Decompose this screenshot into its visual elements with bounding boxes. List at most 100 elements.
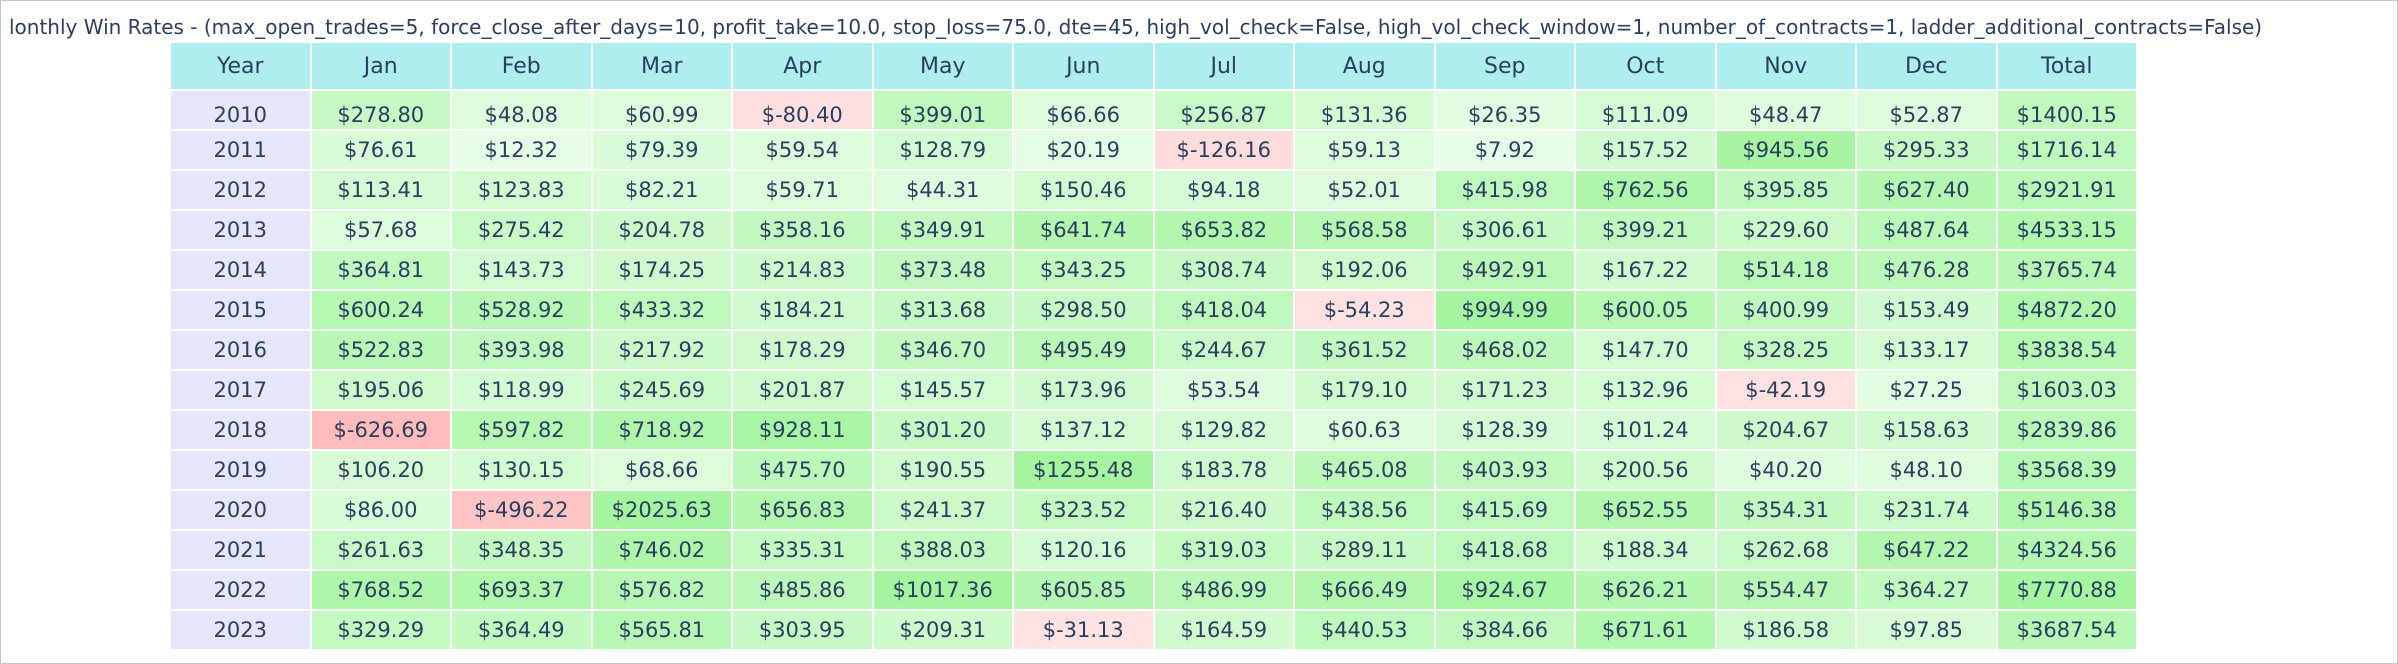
total-cell: $1603.03 <box>1997 371 2138 411</box>
value-cell: $209.31 <box>873 611 1014 651</box>
column-header-year: Year <box>171 43 312 91</box>
value-cell: $415.69 <box>1435 491 1576 531</box>
value-cell: $275.42 <box>452 211 593 251</box>
value-cell: $626.21 <box>1576 571 1717 611</box>
year-label: 2018 <box>171 411 312 451</box>
value-cell: $400.99 <box>1716 291 1857 331</box>
value-cell: $485.86 <box>733 571 874 611</box>
value-cell: $-80.40 <box>733 91 874 131</box>
value-cell: $178.29 <box>733 331 874 371</box>
value-cell: $188.34 <box>1576 531 1717 571</box>
value-cell: $364.81 <box>311 251 452 291</box>
value-cell: $131.36 <box>1295 91 1436 131</box>
value-cell: $2025.63 <box>592 491 733 531</box>
value-cell: $184.21 <box>733 291 874 331</box>
value-cell: $68.66 <box>592 451 733 491</box>
value-cell: $79.39 <box>592 131 733 171</box>
value-cell: $44.31 <box>873 171 1014 211</box>
value-cell: $335.31 <box>733 531 874 571</box>
value-cell: $53.54 <box>1154 371 1295 411</box>
value-cell: $158.63 <box>1857 411 1998 451</box>
column-header-jun: Jun <box>1014 43 1155 91</box>
value-cell: $143.73 <box>452 251 593 291</box>
value-cell: $718.92 <box>592 411 733 451</box>
value-cell: $671.61 <box>1576 611 1717 651</box>
year-label: 2017 <box>171 371 312 411</box>
value-cell: $179.10 <box>1295 371 1436 411</box>
value-cell: $415.98 <box>1435 171 1576 211</box>
value-cell: $600.05 <box>1576 291 1717 331</box>
value-cell: $395.85 <box>1716 171 1857 211</box>
value-cell: $652.55 <box>1576 491 1717 531</box>
year-label: 2010 <box>171 91 312 131</box>
value-cell: $303.95 <box>733 611 874 651</box>
total-cell: $1400.15 <box>1997 91 2138 131</box>
value-cell: $82.21 <box>592 171 733 211</box>
value-cell: $157.52 <box>1576 131 1717 171</box>
value-cell: $150.46 <box>1014 171 1155 211</box>
value-cell: $1017.36 <box>873 571 1014 611</box>
value-cell: $343.25 <box>1014 251 1155 291</box>
value-cell: $164.59 <box>1154 611 1295 651</box>
column-header-jul: Jul <box>1154 43 1295 91</box>
value-cell: $289.11 <box>1295 531 1436 571</box>
total-cell: $5146.38 <box>1997 491 2138 531</box>
value-cell: $393.98 <box>452 331 593 371</box>
value-cell: $693.37 <box>452 571 593 611</box>
total-cell: $2921.91 <box>1997 171 2138 211</box>
value-cell: $192.06 <box>1295 251 1436 291</box>
value-cell: $20.19 <box>1014 131 1155 171</box>
value-cell: $328.25 <box>1716 331 1857 371</box>
value-cell: $492.91 <box>1435 251 1576 291</box>
value-cell: $354.31 <box>1716 491 1857 531</box>
value-cell: $384.66 <box>1435 611 1576 651</box>
total-cell: $4533.15 <box>1997 211 2138 251</box>
value-cell: $118.99 <box>452 371 593 411</box>
total-cell: $2839.86 <box>1997 411 2138 451</box>
value-cell: $418.68 <box>1435 531 1576 571</box>
value-cell: $487.64 <box>1857 211 1998 251</box>
value-cell: $130.15 <box>452 451 593 491</box>
value-cell: $576.82 <box>592 571 733 611</box>
column-header-feb: Feb <box>452 43 593 91</box>
value-cell: $113.41 <box>311 171 452 211</box>
value-cell: $358.16 <box>733 211 874 251</box>
value-cell: $229.60 <box>1716 211 1857 251</box>
value-cell: $605.85 <box>1014 571 1155 611</box>
value-cell: $373.48 <box>873 251 1014 291</box>
value-cell: $399.21 <box>1576 211 1717 251</box>
value-cell: $133.17 <box>1857 331 1998 371</box>
value-cell: $120.16 <box>1014 531 1155 571</box>
value-cell: $653.82 <box>1154 211 1295 251</box>
value-cell: $924.67 <box>1435 571 1576 611</box>
year-label: 2021 <box>171 531 312 571</box>
value-cell: $641.74 <box>1014 211 1155 251</box>
value-cell: $528.92 <box>452 291 593 331</box>
value-cell: $329.29 <box>311 611 452 651</box>
value-cell: $468.02 <box>1435 331 1576 371</box>
value-cell: $364.49 <box>452 611 593 651</box>
value-cell: $137.12 <box>1014 411 1155 451</box>
value-cell: $438.56 <box>1295 491 1436 531</box>
value-cell: $768.52 <box>311 571 452 611</box>
value-cell: $145.57 <box>873 371 1014 411</box>
value-cell: $486.99 <box>1154 571 1295 611</box>
value-cell: $153.49 <box>1857 291 1998 331</box>
total-cell: $3568.39 <box>1997 451 2138 491</box>
value-cell: $627.40 <box>1857 171 1998 211</box>
value-cell: $261.63 <box>311 531 452 571</box>
value-cell: $60.99 <box>592 91 733 131</box>
value-cell: $568.58 <box>1295 211 1436 251</box>
value-cell: $666.49 <box>1295 571 1436 611</box>
value-cell: $476.28 <box>1857 251 1998 291</box>
total-cell: $3765.74 <box>1997 251 2138 291</box>
value-cell: $94.18 <box>1154 171 1295 211</box>
chart-title: lonthly Win Rates - (max_open_trades=5, … <box>9 15 2263 39</box>
column-header-aug: Aug <box>1295 43 1436 91</box>
column-header-may: May <box>873 43 1014 91</box>
value-cell: $214.83 <box>733 251 874 291</box>
value-cell: $-31.13 <box>1014 611 1155 651</box>
value-cell: $994.99 <box>1435 291 1576 331</box>
year-label: 2011 <box>171 131 312 171</box>
